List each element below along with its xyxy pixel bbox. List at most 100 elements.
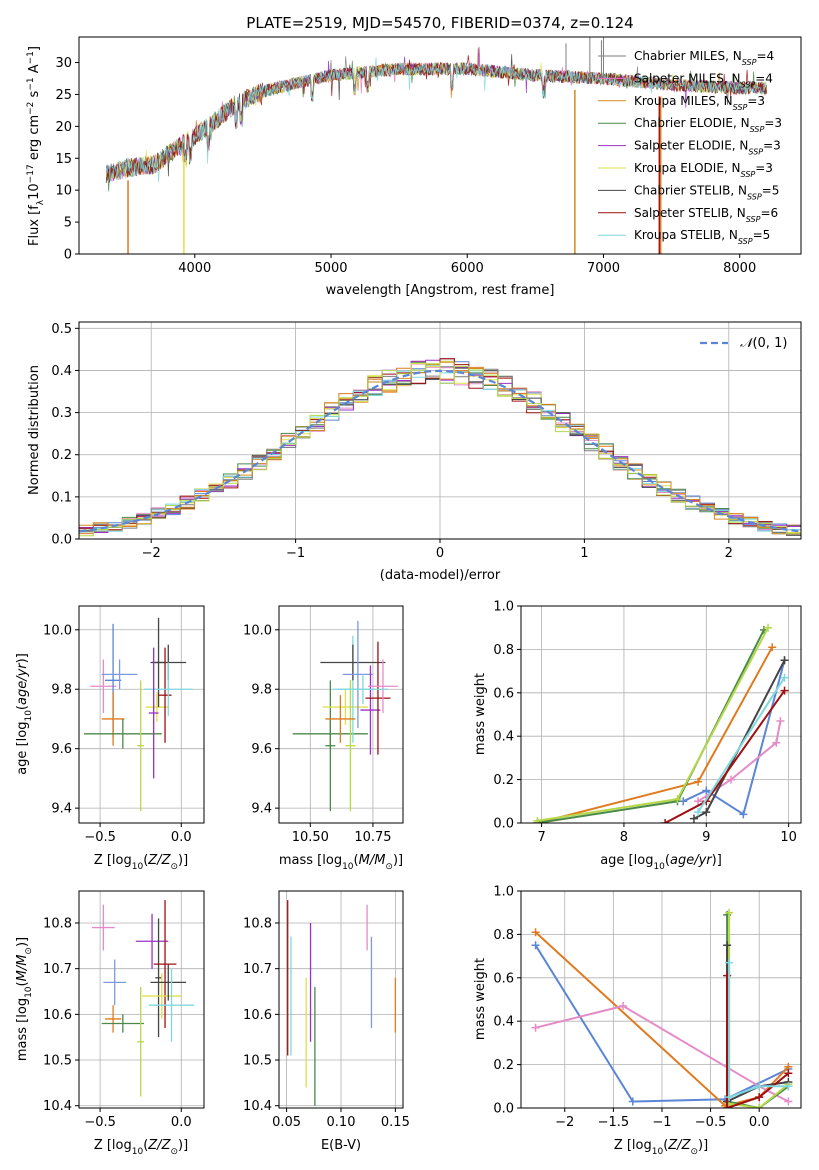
- plot-area: [91, 900, 195, 1097]
- legend-entry: Kroupa MILES, NSSP=3: [634, 94, 765, 112]
- weight-marker: [694, 777, 703, 786]
- panel-mass_vs_Z: −0.5 0.010.410.510.610.710.8Z [log10(Z/Z⊙…: [15, 890, 205, 1157]
- tick-label-y: 25: [55, 88, 72, 103]
- tick-label-x: 7: [537, 830, 545, 845]
- tick-label-y: 0.6: [493, 686, 514, 701]
- weight-marker: [755, 1082, 764, 1091]
- weight-marker: [689, 814, 698, 823]
- axis-label-part: 10: [24, 986, 34, 998]
- axis-label-part: M/M: [359, 853, 386, 868]
- axis-label-x: age [log10(age/yr)]: [600, 853, 722, 872]
- legend-entry: Salpeter MILES, NSSP=4: [634, 71, 773, 89]
- plot-area: [533, 623, 789, 823]
- legend-text: Chabrier MILES, N: [634, 49, 742, 63]
- weight-marker: [694, 797, 703, 806]
- tick-label-x: 2: [725, 546, 733, 561]
- tick-label-y: 0.8: [493, 928, 514, 943]
- weight-marker: [725, 958, 734, 967]
- plot-area: [292, 620, 398, 812]
- axis-label-part: ]: [27, 46, 42, 51]
- tick-label-x: −0.5: [695, 1115, 727, 1130]
- tick-label-x: 5000: [314, 261, 347, 276]
- axis-label-x: (data-model)/error: [380, 568, 501, 583]
- axis-label-x: Z [log10(Z/Z⊙)]: [94, 1138, 188, 1157]
- tick-label-y: 0.0: [493, 1102, 514, 1117]
- tick-label-y: 10.4: [43, 1099, 72, 1114]
- tick-label-x: 1: [580, 546, 588, 561]
- legend-text: =3: [764, 116, 782, 130]
- axis-label-part: ⊙: [24, 947, 34, 955]
- axis-label-part: −1: [26, 51, 36, 64]
- axis-label-part: (data-model)/error: [380, 568, 501, 583]
- axes-frame: [78, 605, 205, 824]
- axis-label-part: age/yr: [670, 853, 713, 868]
- tick-label-x: 0.0: [171, 1115, 192, 1130]
- axis-label-y: Flux [fλ10−17 erg cm−2 s−1 A−1]: [26, 46, 46, 246]
- plot-area: [79, 358, 801, 537]
- tick-label-y: 0.0: [493, 817, 514, 832]
- axis-label-part: Z/Z: [147, 853, 171, 868]
- axes-frame: [78, 321, 802, 540]
- axis-label-part: erg cm: [27, 115, 42, 164]
- legend-text: =3: [747, 94, 765, 108]
- legend-text: =5: [753, 228, 771, 242]
- weight-marker: [780, 673, 789, 682]
- legend-text: Chabrier ELODIE, N: [634, 116, 750, 130]
- axes-frame: [78, 890, 205, 1109]
- tick-label-x: −1: [286, 546, 305, 561]
- tick-label-x: 7000: [587, 261, 620, 276]
- weight-marker: [739, 810, 748, 819]
- tick-label-y: 0: [64, 248, 72, 263]
- tick-label-x: 0: [436, 546, 444, 561]
- spectrum-line: [105, 57, 768, 183]
- axis-label-part: Z [log: [94, 1138, 132, 1153]
- axis-label-x: mass [log10(M/M⊙)]: [279, 853, 403, 872]
- axis-label-y: mass [log10(M/M⊙)]: [15, 937, 34, 1061]
- axes-frame: [278, 890, 404, 1109]
- weight-marker: [533, 816, 542, 823]
- panel-age_vs_mass: 10.50 10.75 9.4 9.6 9.8 10.0 mass [log10(M/M⊙)…: [243, 605, 404, 872]
- plot-area: [105, 37, 768, 254]
- axis-label-part: Z [log: [614, 1138, 652, 1153]
- panel-residuals: −2 −1 0 1 2 0.0 0.1 0.2 0.3 0.4 0.5 𝒩(0, 1) (data-mo…: [27, 321, 802, 583]
- tick-label-y: 10.7: [243, 962, 272, 977]
- tick-label-y: 10.6: [43, 1008, 72, 1023]
- tick-label-x: −0.5: [84, 1115, 116, 1130]
- normal-reference: [79, 369, 801, 533]
- axis-label-part: (: [665, 853, 670, 868]
- tick-label-x: 0.15: [381, 1115, 410, 1130]
- weight-marker: [755, 1093, 764, 1102]
- axis-label-part: age/yr: [15, 662, 30, 705]
- plot-area: [83, 617, 193, 812]
- tick-label-y: 10.0: [43, 623, 72, 638]
- axis-label-part: ⊙: [170, 1147, 178, 1157]
- weight-marker: [694, 808, 703, 817]
- weight-line: [726, 975, 790, 1108]
- tick-label-y: 10.5: [243, 1054, 272, 1069]
- axis-label-part: age [log: [600, 853, 653, 868]
- axis-label-part: 10: [27, 183, 42, 200]
- axis-label-part: age [log: [15, 722, 30, 775]
- legend-sub: SSP: [742, 58, 757, 67]
- weight-marker: [764, 623, 773, 632]
- tick-label-x: −1.5: [598, 1115, 630, 1130]
- tick-label-y: 0.5: [51, 322, 72, 337]
- axis-label-part: )]: [712, 853, 722, 868]
- tick-label-y: 10.0: [243, 623, 272, 638]
- histogram-step: [79, 363, 801, 537]
- axes-frame: [278, 605, 404, 824]
- axis-label-part: −1: [26, 77, 36, 90]
- axis-label-part: 10: [652, 1147, 664, 1157]
- legend-sub: SSP: [747, 192, 762, 201]
- legend-text: =6: [760, 206, 778, 220]
- weight-marker: [702, 808, 711, 817]
- tick-label-y: 0.3: [51, 406, 72, 421]
- legend-text: Salpeter ELODIE, N: [634, 139, 748, 153]
- weight-line: [537, 646, 774, 823]
- tick-label-x: 4000: [178, 261, 211, 276]
- axis-label-part: −17: [26, 164, 36, 183]
- tick-label-y: 10.8: [43, 916, 72, 931]
- tick-label-y: 10.5: [43, 1054, 72, 1069]
- panel-massweight_vs_Z: −2 −1.5 −1 −0.5 0.0 0.0 0.2 0.4 0.6 0.8 1.0 Z [log1…: [473, 885, 802, 1157]
